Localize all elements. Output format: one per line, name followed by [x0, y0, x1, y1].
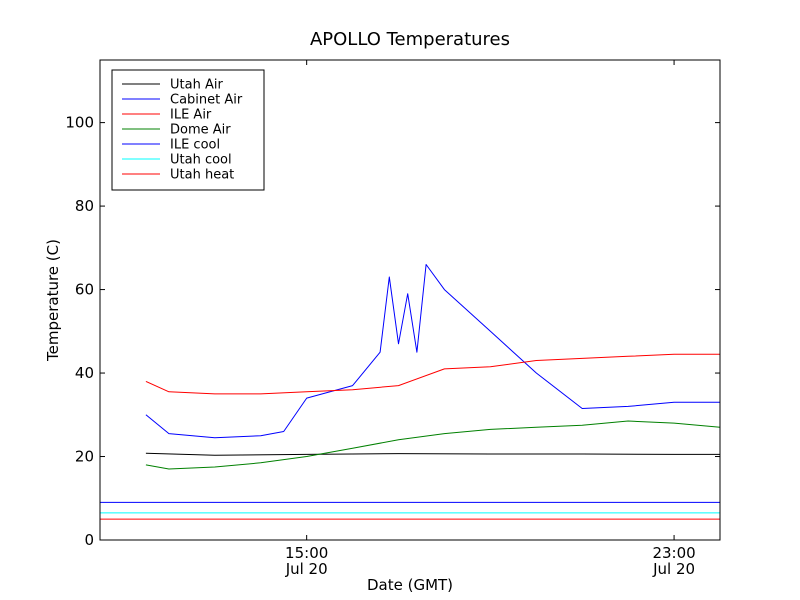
y-tick-label: 80	[75, 197, 94, 215]
series-line-dome-air	[145, 420, 720, 470]
chart-title: APOLLO Temperatures	[310, 29, 510, 50]
y-axis: 0 20 40 60 80 100	[65, 114, 720, 549]
y-tick-label: 100	[65, 114, 94, 132]
y-tick-label: 40	[75, 364, 94, 382]
x-tick-label-time: 23:00	[652, 544, 695, 562]
y-axis-label: Temperature (C)	[44, 239, 62, 362]
legend-label: Utah heat	[170, 168, 234, 183]
x-tick-label-date: Jul 20	[652, 560, 695, 578]
x-axis-label: Date (GMT)	[367, 576, 453, 594]
series-line-cabinet-air	[145, 264, 720, 439]
legend-label: Utah cool	[170, 153, 232, 168]
series-line-utah-air	[145, 452, 720, 456]
legend-label: Dome Air	[170, 123, 231, 138]
y-tick-label: 60	[75, 281, 94, 299]
legend-label: ILE cool	[170, 138, 220, 153]
x-tick-label-time: 15:00	[285, 544, 328, 562]
legend-label: ILE Air	[170, 108, 212, 123]
x-tick-label-date: Jul 20	[285, 560, 328, 578]
legend-label: Utah Air	[170, 78, 223, 93]
legend-label: Cabinet Air	[170, 93, 243, 108]
series-line-utah-cool	[100, 512, 720, 514]
series-layer	[100, 264, 720, 520]
y-tick-label: 0	[84, 531, 94, 549]
legend-box	[111, 69, 265, 191]
plot-frame	[99, 59, 721, 541]
y-tick-label: 20	[75, 448, 94, 466]
series-line-ile-air	[145, 353, 720, 395]
